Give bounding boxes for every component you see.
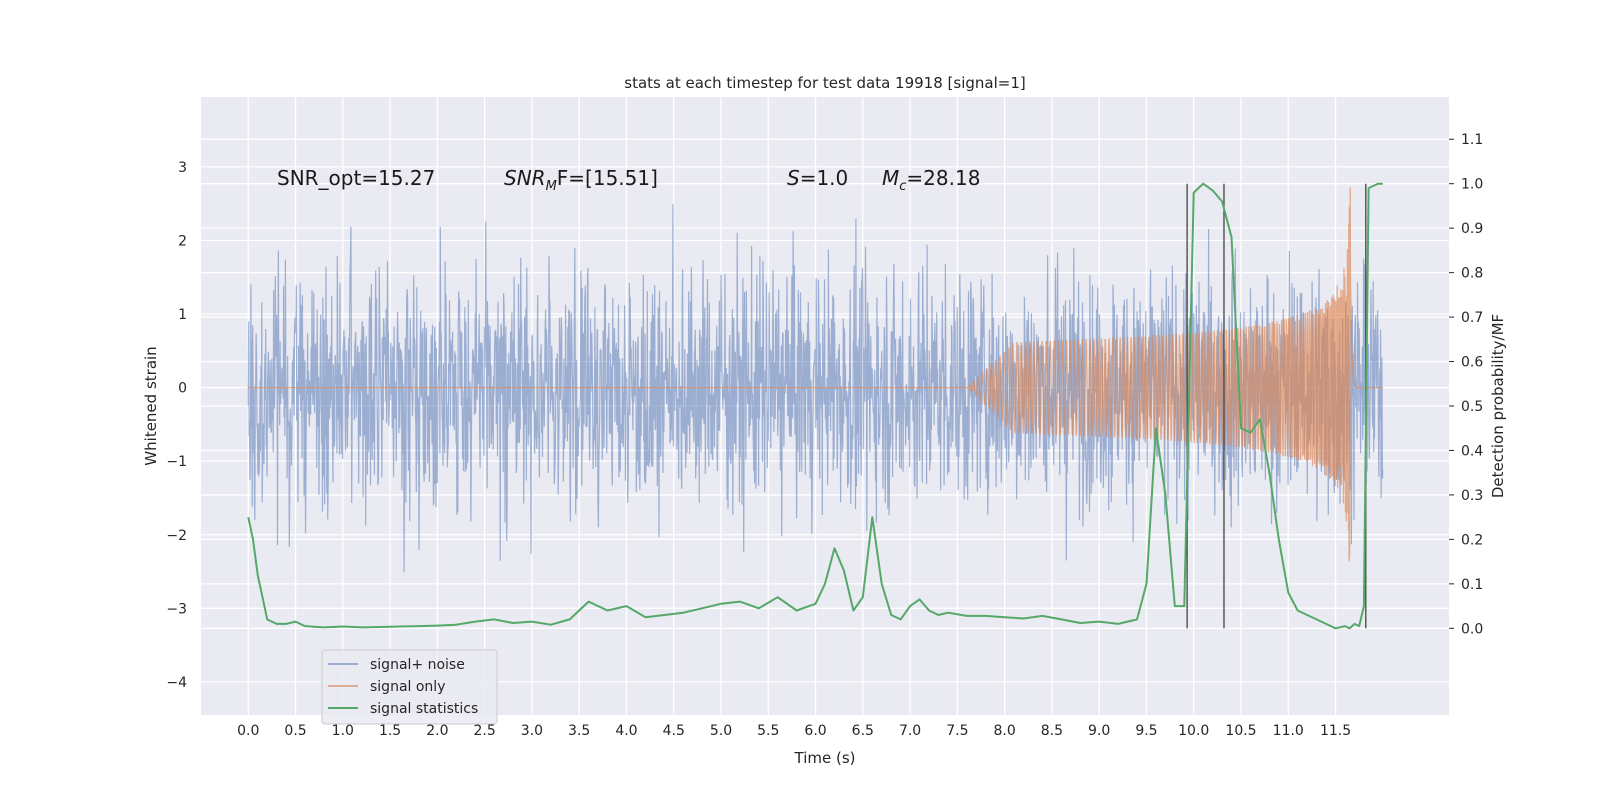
y-right-tick-label: 0.1: [1461, 577, 1483, 593]
y-tick-label: −4: [166, 675, 187, 691]
y-right-tick-label: 1.0: [1461, 177, 1483, 193]
x-tick-label: 7.5: [946, 723, 968, 739]
annotation-snr-opt: SNR_opt=15.27: [277, 166, 435, 190]
y-right-tick-label: 0.3: [1461, 488, 1483, 504]
y-tick-label: 3: [178, 160, 187, 176]
signal-trace: [248, 187, 1383, 562]
y-axis-label: Whitened strain: [142, 346, 160, 465]
annotation-s-main: S: [787, 166, 800, 190]
statistics-series: [247, 182, 1383, 630]
x-tick-label: 0.5: [284, 723, 306, 739]
x-tick-label: 7.0: [899, 723, 921, 739]
x-axis-label: Time (s): [794, 749, 856, 767]
x-tick-label: 6.5: [852, 723, 874, 739]
x-tick-label: 1.0: [332, 723, 354, 739]
legend-label-signal: signal only: [370, 679, 445, 695]
annotation-mc: Mc=28.18: [882, 166, 980, 194]
y-tick-label: 2: [178, 233, 187, 249]
legend-label-noise: signal+ noise: [370, 657, 465, 673]
y-axis-right-label: Detection probability/MF: [1489, 314, 1507, 498]
x-tick-label: 0.0: [237, 723, 259, 739]
signal-series: [248, 187, 1383, 562]
y-right-tick-label: 0.6: [1461, 355, 1483, 371]
x-tick-label: 10.0: [1178, 723, 1209, 739]
annotation-snr-mf-sub: M: [546, 179, 557, 194]
x-tick-label: 5.0: [710, 723, 732, 739]
annotations: SNR_opt=15.27 SNRMF=[15.51] S=1.0 Mc=28.…: [277, 166, 980, 194]
y-tick-label: −3: [166, 601, 187, 617]
x-tick-label: 1.5: [379, 723, 401, 739]
y-right-tick-label: 0.7: [1461, 310, 1483, 326]
annotation-mc-sub: c: [899, 179, 906, 194]
x-tick-label: 3.0: [521, 723, 543, 739]
y-right-tick-label: 0.8: [1461, 266, 1483, 282]
annotation-s: S=1.0: [787, 166, 848, 190]
x-tick-label: 9.0: [1088, 723, 1110, 739]
y-right-tick-label: 0.2: [1461, 532, 1483, 548]
x-tick-label: 3.5: [568, 723, 590, 739]
legend: signal+ noise signal only signal statist…: [321, 649, 498, 725]
legend-label-statistics: signal statistics: [370, 701, 478, 717]
x-tick-label: 8.0: [994, 723, 1016, 739]
y-tick-label: 1: [178, 307, 187, 323]
y-right-tick-label: 0.5: [1461, 399, 1483, 415]
annotation-mc-rest: =28.18: [906, 166, 980, 190]
annotation-s-rest: =1.0: [800, 166, 849, 190]
annotation-mc-main: M: [882, 166, 899, 190]
x-tick-label: 2.0: [426, 723, 448, 739]
y-tick-label: −1: [166, 454, 187, 470]
x-tick-label: 5.5: [757, 723, 779, 739]
x-tick-label: 6.0: [804, 723, 826, 739]
x-tick-label: 4.0: [615, 723, 637, 739]
x-tick-label: 2.5: [474, 723, 496, 739]
y-right-tick-label: 0.9: [1461, 221, 1483, 237]
x-tick-label: 11.5: [1320, 723, 1351, 739]
x-tick-label: 4.5: [663, 723, 685, 739]
y-right-tick-label: 1.1: [1461, 132, 1483, 148]
tick-labels: 0.0 0.5 1.0 1.5 2.0 2.5 3.0 3.5 4.0 4.5 5.0 5.5 6.0 6…: [166, 132, 1483, 739]
x-tick-label: 9.5: [1135, 723, 1157, 739]
annotation-snr-mf: SNRMF=[15.51]: [504, 166, 658, 194]
annotation-snr-mf-main: SNR: [504, 166, 546, 190]
annotation-snr-mf-rest: F=[15.51]: [557, 166, 658, 190]
y-tick-label: −2: [166, 528, 187, 544]
x-tick-label: 11.0: [1273, 723, 1304, 739]
statistics-line: [247, 182, 1383, 630]
chart-title: stats at each timestep for test data 199…: [624, 74, 1025, 92]
legend-box: [321, 649, 498, 725]
x-tick-label: 8.5: [1041, 723, 1063, 739]
y-right-tick-label: 0.4: [1461, 443, 1483, 459]
y-right-tick-label: 0.0: [1461, 621, 1483, 637]
y-tick-label: 0: [178, 381, 187, 397]
x-tick-label: 10.5: [1225, 723, 1256, 739]
